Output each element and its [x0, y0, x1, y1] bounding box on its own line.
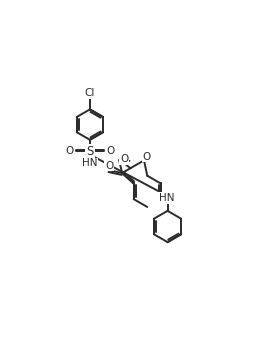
Text: O: O	[65, 146, 73, 156]
Text: O: O	[143, 152, 151, 162]
Text: S: S	[86, 145, 94, 158]
Text: Cl: Cl	[85, 88, 95, 98]
Text: HN: HN	[159, 193, 174, 203]
Text: O: O	[120, 154, 128, 164]
Text: O: O	[107, 146, 115, 156]
Text: O: O	[105, 161, 114, 171]
Text: HN: HN	[82, 158, 98, 168]
